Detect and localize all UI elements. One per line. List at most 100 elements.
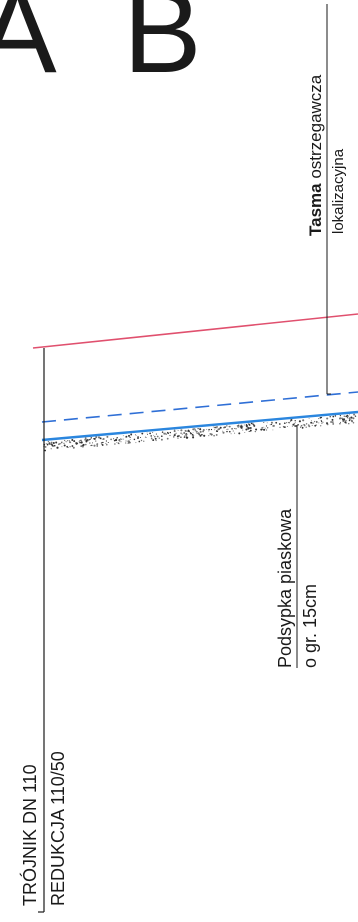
sand-speck: [210, 428, 213, 431]
sand-speck: [310, 420, 312, 422]
sand-speck: [155, 433, 157, 435]
sand-speck: [232, 430, 234, 432]
sand-speck: [321, 422, 323, 424]
sand-speck: [222, 431, 225, 434]
sand-speck: [93, 437, 96, 440]
sand-speck: [315, 421, 318, 423]
sand-speck: [230, 433, 232, 435]
sand-speck: [203, 434, 206, 437]
sand-speck: [345, 415, 348, 418]
sand-speck: [313, 420, 316, 423]
sand-speck: [53, 444, 56, 447]
sand-speck: [339, 422, 341, 425]
sand-speck: [287, 422, 289, 423]
sand-speck: [69, 440, 70, 442]
sand-speck: [343, 415, 346, 417]
sand-speck: [128, 434, 130, 437]
sand-speck: [173, 429, 176, 432]
sand-speck: [56, 446, 59, 449]
sand-speck: [140, 439, 143, 442]
sand-speck: [244, 432, 246, 433]
sand-speck: [186, 430, 188, 432]
sand-speck: [254, 430, 257, 433]
sand-speck: [52, 441, 55, 445]
sand-speck: [59, 442, 61, 445]
sand-speck: [143, 440, 145, 442]
sand-speck: [166, 437, 169, 440]
sand-speck: [180, 432, 182, 434]
sand-speck: [105, 440, 108, 442]
sand-speck: [73, 440, 76, 443]
sand-speck: [46, 443, 49, 446]
sand-speck: [80, 440, 83, 442]
sand-speck: [294, 425, 296, 427]
sand-speck: [101, 441, 103, 444]
sand-speck: [116, 441, 118, 444]
sand-speck: [45, 442, 47, 444]
sand-speck: [180, 436, 182, 438]
warning-tape-label-line2: lokalizacyjna: [330, 148, 347, 234]
sand-speck: [214, 429, 216, 431]
sand-speck: [294, 422, 296, 424]
sand-speck: [47, 441, 50, 443]
sand-speck: [82, 445, 84, 448]
sand-speck: [320, 419, 322, 421]
sand-speck: [290, 420, 292, 422]
sand-speck: [66, 445, 69, 448]
sand-speck: [270, 423, 273, 426]
sand-speck: [243, 424, 245, 426]
sand-speck: [340, 421, 341, 423]
sand-speck: [202, 428, 205, 432]
sand-speck: [185, 434, 188, 436]
sand-speck: [137, 437, 139, 439]
sand-speck: [88, 438, 90, 441]
sand-speck: [160, 435, 163, 438]
warning-tape-label: Tasma ostrzegawcza: [306, 74, 325, 236]
sand-speck: [339, 417, 341, 420]
sand-speck: [227, 428, 229, 430]
sand-speck: [79, 441, 81, 444]
sand-speck: [348, 417, 351, 419]
sand-speck: [89, 442, 91, 444]
sand-speck: [129, 439, 131, 440]
sand-speck: [209, 433, 212, 435]
sand-speck: [348, 423, 350, 425]
sand-speck: [191, 433, 194, 436]
sand-speck: [67, 447, 69, 449]
sand-speck: [180, 429, 183, 432]
sand-speck: [128, 440, 131, 443]
sand-speck: [235, 427, 237, 430]
sand-speck: [97, 436, 101, 439]
sand-speck: [146, 432, 148, 434]
sand-speck: [320, 425, 322, 427]
sand-speck: [255, 428, 258, 431]
sand-speck: [174, 433, 176, 435]
sand-speck: [101, 438, 103, 440]
sand-speck: [219, 426, 222, 429]
sand-speck: [300, 426, 301, 428]
sand-speck: [176, 435, 179, 438]
sand-speck: [72, 446, 75, 449]
sand-speck: [192, 436, 195, 439]
sand-speck: [248, 424, 251, 426]
sand-speck: [169, 431, 171, 434]
sand-speck: [215, 433, 218, 436]
sand-speck: [240, 426, 243, 429]
sand-speck: [332, 415, 335, 418]
sand-speck: [342, 421, 344, 423]
sand-speck: [92, 442, 93, 444]
sand-speck: [213, 434, 215, 437]
sand-speck: [305, 423, 308, 425]
sand-speck: [125, 440, 127, 442]
sand-speck: [125, 442, 127, 444]
sand-speck: [345, 419, 347, 422]
sand-speck: [208, 430, 210, 432]
sand-speck: [63, 444, 66, 447]
sand-speck: [135, 442, 137, 444]
sand-speck: [165, 433, 167, 435]
sand-speck: [251, 423, 254, 425]
sand-speck: [237, 426, 239, 428]
sand-speck: [269, 424, 271, 426]
sand-speck: [50, 448, 52, 450]
sand-speck: [260, 428, 263, 431]
